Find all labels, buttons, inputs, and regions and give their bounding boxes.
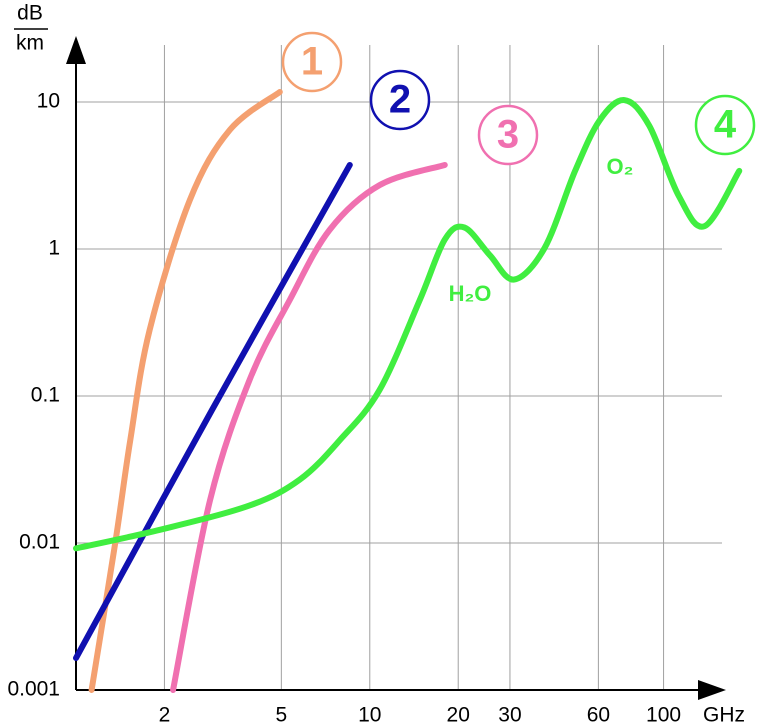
y-tick-label: 0.01 [19,531,60,554]
x-tick-label: 2 [159,704,171,725]
series-badge [477,104,539,166]
series-badge [281,31,343,93]
x-tick-label: 100 [646,704,681,725]
x-tick-label: 5 [276,704,288,725]
series-label: 4 [714,103,737,147]
series-line [170,161,448,693]
x-tick-label: 60 [587,704,610,725]
series-label: 3 [497,113,519,157]
annotation: O₂ [607,154,634,179]
x-tick-label: 20 [447,704,470,725]
y-unit-denominator: km [16,32,44,55]
x-tick-label: 10 [358,704,381,725]
plot: 0.001 0.01 0.1 1 10 2 5 10 20 30 60 100 1 2 3 4 H₂O O₂ [7,31,756,725]
grid [76,45,722,691]
series-badge [694,94,756,156]
annotation: H₂O [449,281,492,306]
x-tick-label: 30 [498,704,521,725]
series-label: 1 [301,40,323,84]
series-line [73,97,743,552]
y-tick-label: 10 [37,90,60,113]
y-unit-numerator: dB [17,2,43,25]
y-tick-label: 0.001 [7,678,60,701]
y-tick-label: 1 [48,237,60,260]
x-unit: GHz [703,704,745,725]
series-line [88,88,283,693]
series-label: 2 [389,78,411,122]
series-badge [369,69,431,131]
series-line [73,161,353,662]
y-tick-label: 0.1 [31,384,60,407]
